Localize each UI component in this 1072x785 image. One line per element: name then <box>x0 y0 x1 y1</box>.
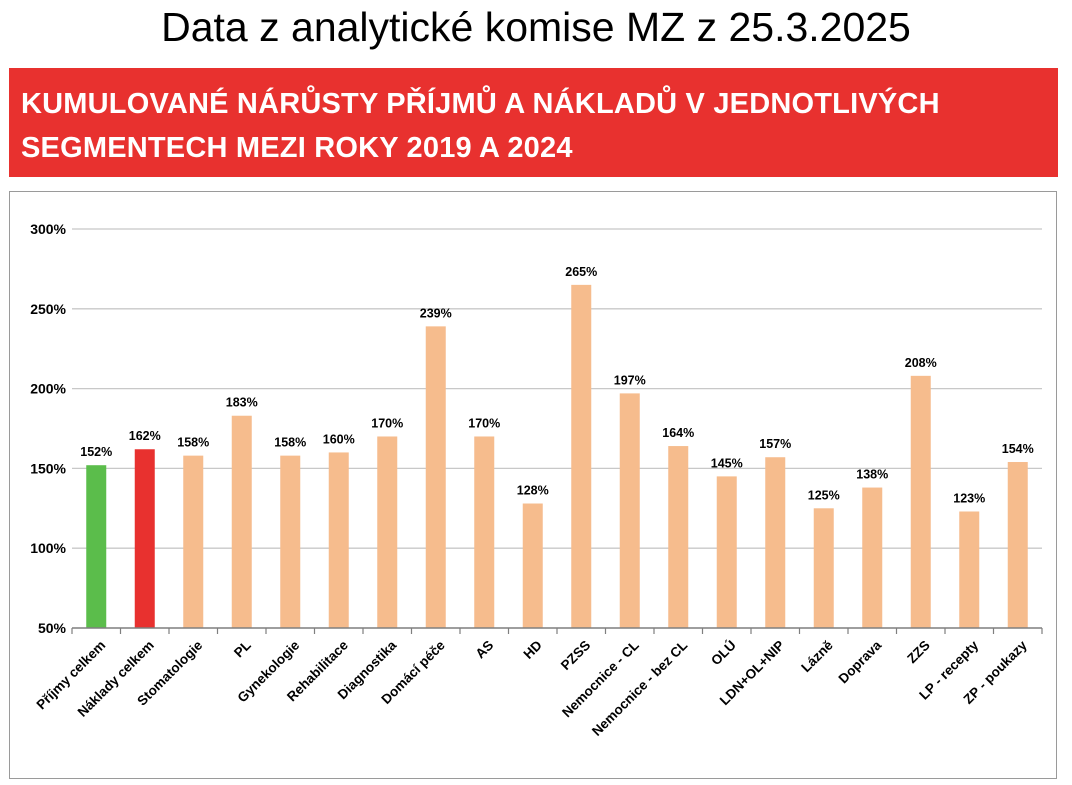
data-label-12: 164% <box>662 426 694 440</box>
bar-9 <box>522 503 543 628</box>
data-label-6: 170% <box>371 416 403 430</box>
y-axis-ticks: 50% 100% 150% 200% 250% 300% <box>30 221 66 636</box>
bar-6 <box>377 436 398 628</box>
x-axis <box>71 627 1043 634</box>
bar-3 <box>231 415 252 628</box>
category-label-8: AS <box>472 638 496 662</box>
bar-18 <box>959 511 980 628</box>
data-label-0: 152% <box>80 445 112 459</box>
bar-5 <box>328 452 349 628</box>
bar-11 <box>619 393 640 628</box>
data-label-10: 265% <box>565 265 597 279</box>
banner-title-line-1: KUMULOVANÉ NÁRŮSTY PŘÍJMŮ A NÁKLADŮ V JE… <box>21 88 940 120</box>
gridlines <box>72 228 1042 549</box>
y-tick-label: 50% <box>38 620 67 636</box>
bar-17 <box>910 375 931 628</box>
y-tick-label: 150% <box>30 460 66 476</box>
y-tick-label: 200% <box>30 381 66 397</box>
category-label-10: PZSS <box>558 638 594 674</box>
y-tick-label: 250% <box>30 301 66 317</box>
y-tick-label: 300% <box>30 221 66 237</box>
bar-10 <box>571 284 592 628</box>
bar-2 <box>183 455 204 628</box>
data-label-13: 145% <box>711 456 743 470</box>
category-label-15: Lázně <box>798 637 836 675</box>
bar-12 <box>668 446 689 628</box>
data-label-15: 125% <box>808 488 840 502</box>
category-label-16: Doprava <box>836 637 885 686</box>
y-tick-label: 100% <box>30 540 66 556</box>
bar-1 <box>134 449 155 628</box>
bars <box>86 284 1028 628</box>
bar-13 <box>716 476 737 628</box>
bar-0 <box>86 465 107 628</box>
data-label-16: 138% <box>856 468 888 482</box>
data-label-2: 158% <box>177 436 209 450</box>
data-labels: 152% 162% 158% 183% 158% 160% 170% 239% 170% 128%… <box>80 265 1033 506</box>
data-label-7: 239% <box>420 306 452 320</box>
data-label-17: 208% <box>905 356 937 370</box>
data-label-8: 170% <box>468 416 500 430</box>
bar-chart: 50% 100% 150% 200% 250% 300% 152% 162% 158% 183%… <box>30 221 1043 739</box>
bar-16 <box>862 487 883 628</box>
banner-title-line-2: SEGMENTECH MEZI ROKY 2019 A 2024 <box>21 132 573 164</box>
bar-4 <box>280 455 301 628</box>
data-label-14: 157% <box>759 437 791 451</box>
data-label-9: 128% <box>517 484 549 498</box>
bar-14 <box>765 457 786 628</box>
category-label-12: Nemocnice - bez CL <box>589 638 690 739</box>
category-label-17: ZZS <box>904 638 933 667</box>
data-label-19: 154% <box>1002 442 1034 456</box>
bar-19 <box>1007 462 1028 628</box>
page-title: Data z analytické komise MZ z 25.3.2025 <box>161 4 911 50</box>
data-label-18: 123% <box>953 491 985 505</box>
data-label-11: 197% <box>614 373 646 387</box>
data-label-4: 158% <box>274 436 306 450</box>
category-label-9: HD <box>520 637 545 662</box>
data-label-3: 183% <box>226 396 258 410</box>
data-label-5: 160% <box>323 432 355 446</box>
bar-15 <box>813 508 834 628</box>
bar-7 <box>425 326 446 628</box>
category-label-3: PL <box>231 638 254 661</box>
chart-title-banner: KUMULOVANÉ NÁRŮSTY PŘÍJMŮ A NÁKLADŮ V JE… <box>9 68 1058 177</box>
category-label-13: OLÚ <box>708 638 739 669</box>
chart-frame: 50% 100% 150% 200% 250% 300% 152% 162% 158% 183%… <box>9 191 1057 779</box>
bar-8 <box>474 436 495 628</box>
data-label-1: 162% <box>129 429 161 443</box>
